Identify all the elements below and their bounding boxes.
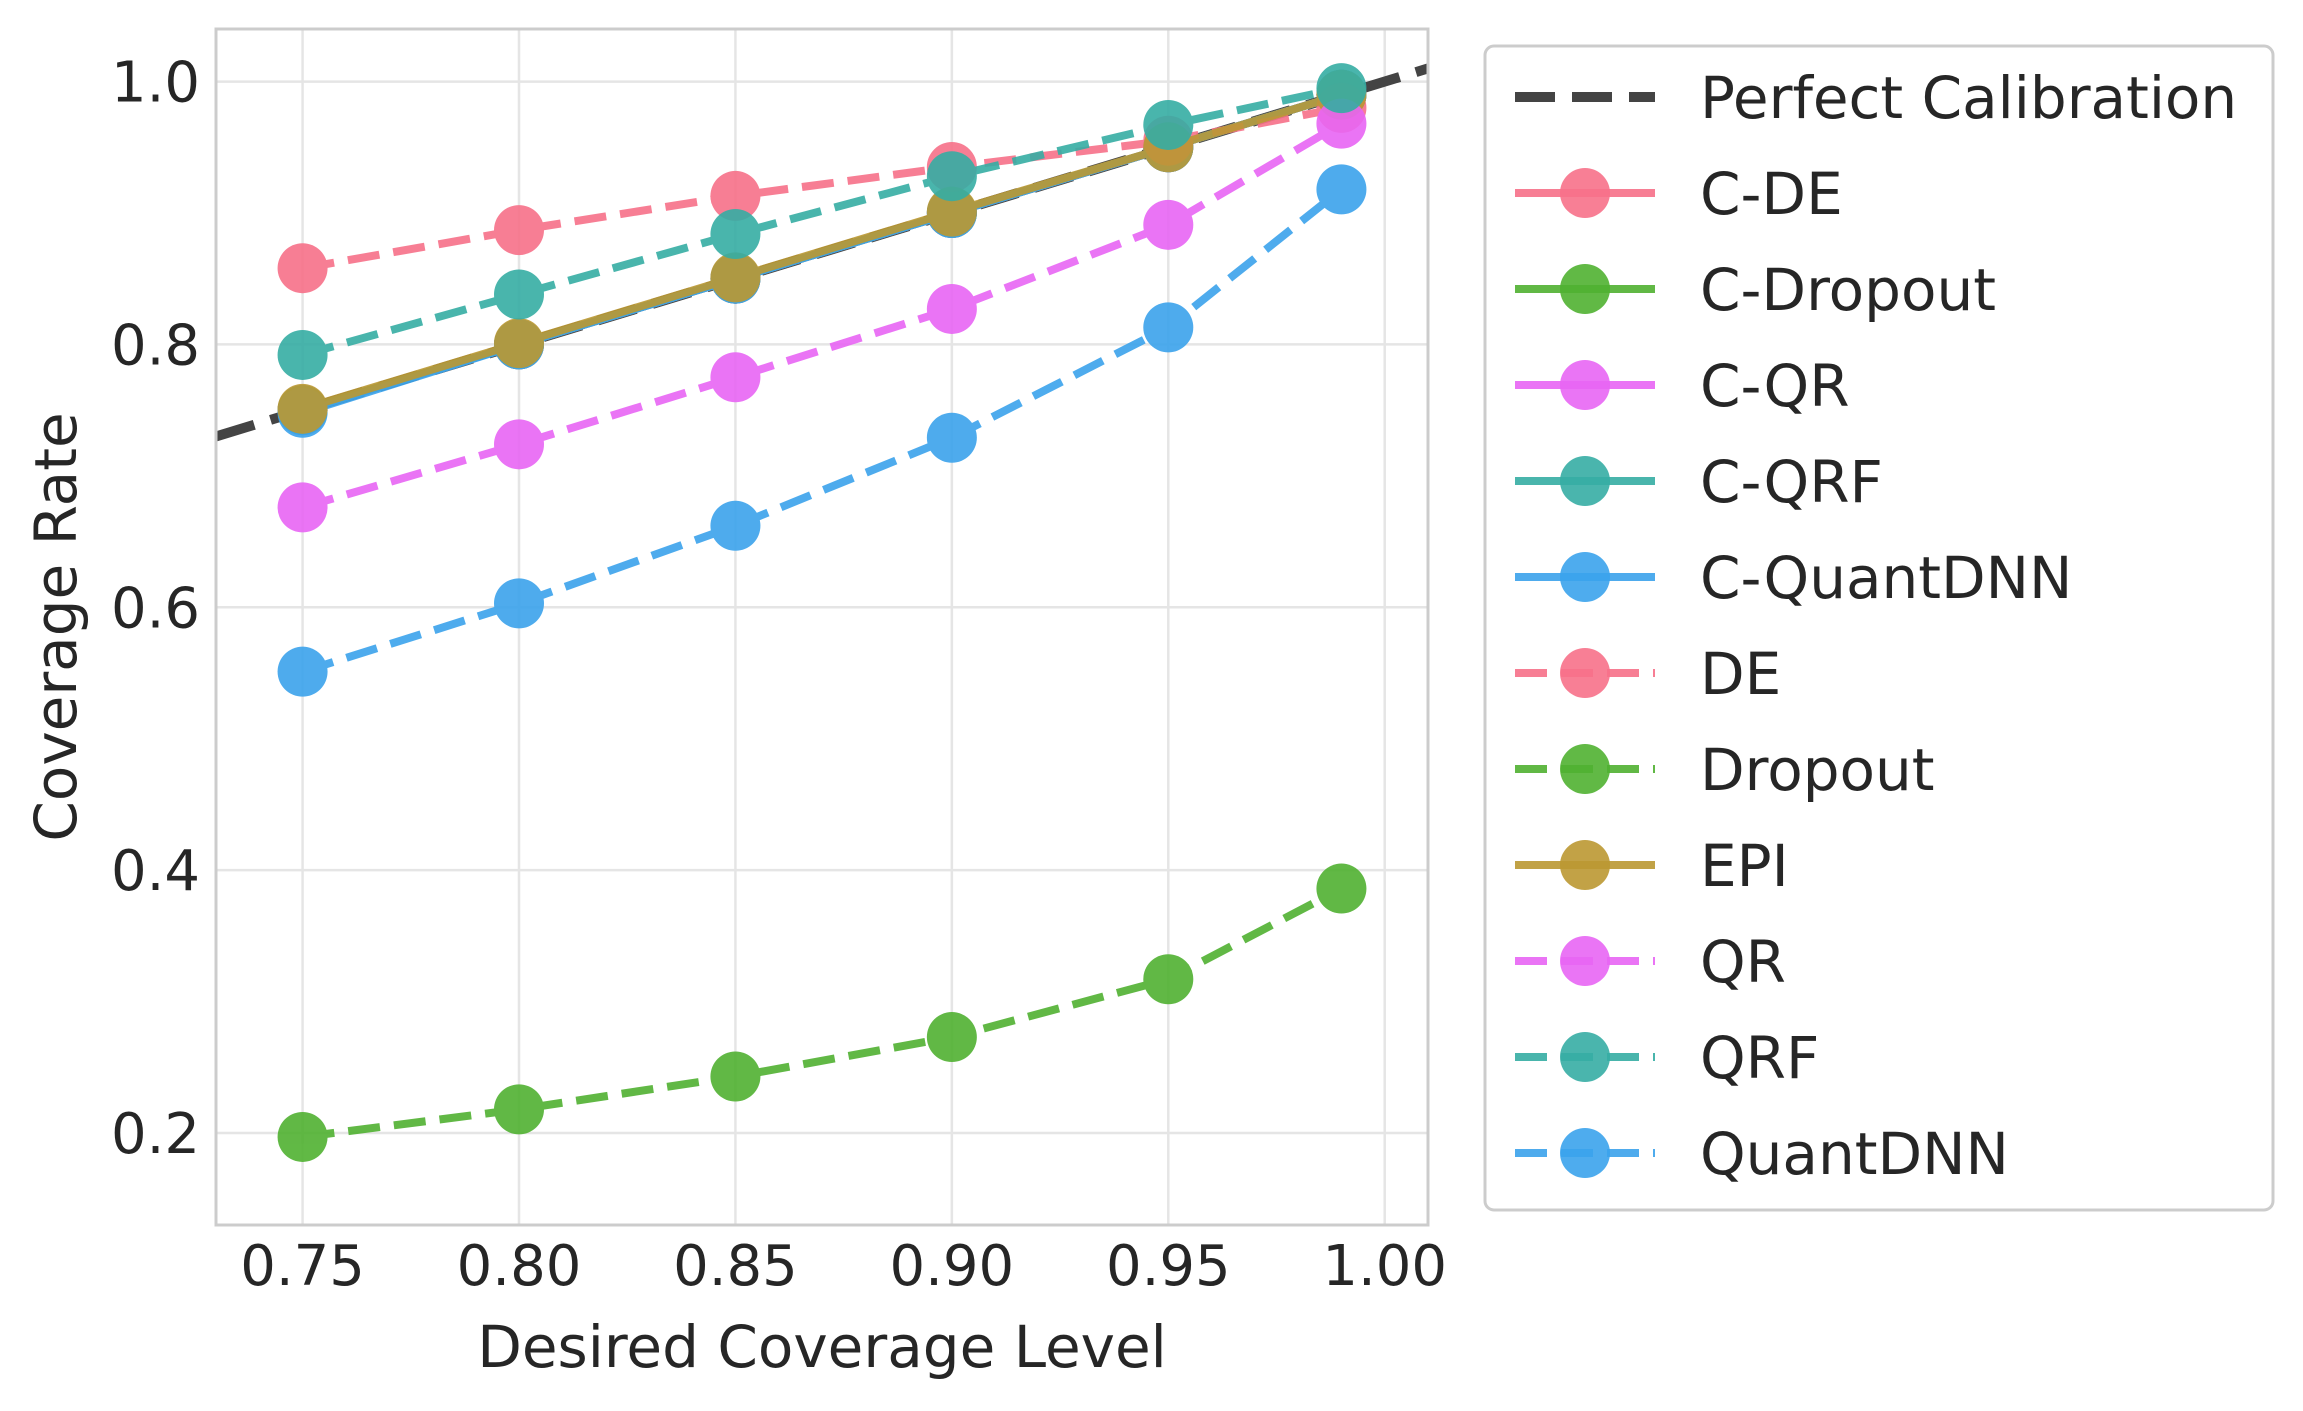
legend-label: C-Dropout bbox=[1700, 256, 1996, 324]
data-point-dropout bbox=[1316, 863, 1367, 914]
x-tick-label: 0.95 bbox=[1106, 1234, 1231, 1299]
data-point-qrf bbox=[926, 151, 977, 202]
y-tick-label: 1.0 bbox=[111, 51, 200, 116]
legend-swatch-marker bbox=[1560, 744, 1610, 794]
legend-swatch-marker bbox=[1560, 360, 1610, 410]
legend-label: Dropout bbox=[1700, 736, 1935, 804]
series-dropout bbox=[277, 863, 1367, 1162]
plot-frame bbox=[214, 27, 1430, 1227]
data-point-de bbox=[494, 205, 544, 256]
legend-label: Perfect Calibration bbox=[1700, 64, 2237, 132]
legend-frame bbox=[1483, 44, 2275, 1212]
data-point-qrf bbox=[1316, 63, 1367, 114]
legend-item-de: DE bbox=[1515, 640, 1781, 708]
data-point-quantdnn bbox=[277, 646, 328, 697]
y-tick-label: 0.8 bbox=[111, 313, 200, 378]
data-point-de bbox=[277, 243, 328, 294]
legend-label: C-DE bbox=[1700, 160, 1843, 228]
y-axis-label: Coverage Rate bbox=[22, 412, 90, 841]
data-point-dropout bbox=[277, 1111, 328, 1162]
x-tick-label: 0.90 bbox=[890, 1234, 1015, 1299]
data-point-qr bbox=[710, 352, 761, 403]
y-tick-label: 0.2 bbox=[111, 1102, 200, 1167]
series-qr bbox=[277, 98, 1367, 533]
data-point-quantdnn bbox=[926, 412, 977, 463]
legend-swatch-marker bbox=[1560, 936, 1610, 986]
legend: Perfect Calibration C-DE C-Dropout C-QR C-QR… bbox=[1483, 44, 2275, 1212]
x-tick-label: 0.85 bbox=[673, 1234, 798, 1299]
legend-swatch-marker bbox=[1560, 648, 1610, 698]
legend-label: C-QRF bbox=[1700, 448, 1883, 516]
series-qrf bbox=[277, 63, 1367, 380]
x-tick-label: 0.80 bbox=[457, 1234, 582, 1299]
data-point-de bbox=[710, 170, 761, 221]
x-tick-labels: 0.75 0.80 0.85 0.90 0.95 1.00 bbox=[240, 1234, 1447, 1299]
series-layer bbox=[277, 63, 1367, 1162]
legend-swatch-marker bbox=[1560, 840, 1610, 890]
data-point-dropout bbox=[710, 1051, 761, 1102]
x-tick-label: 0.75 bbox=[240, 1234, 365, 1299]
legend-item-c-quantdnn: C-QuantDNN bbox=[1515, 544, 2072, 612]
data-point-dropout bbox=[494, 1084, 544, 1135]
data-point-dropout bbox=[926, 1012, 977, 1063]
legend-label: DE bbox=[1700, 640, 1781, 708]
legend-label: C-QR bbox=[1700, 352, 1850, 420]
legend-swatch-marker bbox=[1560, 1128, 1610, 1178]
legend-label: QRF bbox=[1700, 1024, 1819, 1092]
legend-item-epi: EPI bbox=[1515, 832, 1789, 900]
legend-label: QR bbox=[1700, 928, 1786, 996]
legend-label: EPI bbox=[1700, 832, 1789, 900]
legend-swatch-marker bbox=[1560, 1032, 1610, 1082]
legend-item-quantdnn: QuantDNN bbox=[1515, 1120, 2009, 1188]
legend-item-c-qr: C-QR bbox=[1515, 352, 1850, 420]
data-point-qrf bbox=[1143, 99, 1194, 150]
data-point-epi bbox=[926, 186, 977, 237]
x-axis-label: Desired Coverage Level bbox=[477, 1313, 1167, 1381]
legend-swatch-marker bbox=[1560, 552, 1610, 602]
series-line-qrf bbox=[301, 84, 1343, 359]
legend-item-c-dropout: C-Dropout bbox=[1515, 256, 1996, 324]
data-point-dropout bbox=[1143, 954, 1194, 1005]
y-tick-label: 0.4 bbox=[111, 839, 200, 904]
data-point-quantdnn bbox=[1143, 302, 1194, 353]
y-tick-label: 0.6 bbox=[111, 576, 200, 641]
data-point-quantdnn bbox=[1316, 164, 1367, 215]
data-point-quantdnn bbox=[710, 500, 761, 551]
legend-swatch-marker bbox=[1560, 456, 1610, 506]
data-point-epi bbox=[494, 318, 544, 369]
data-point-qr bbox=[494, 419, 544, 470]
legend-label: C-QuantDNN bbox=[1700, 544, 2072, 612]
data-point-epi bbox=[710, 252, 761, 303]
data-point-qrf bbox=[710, 209, 761, 260]
legend-items: Perfect Calibration C-DE C-Dropout C-QR C-QR… bbox=[1515, 64, 2237, 1188]
series-line-qr bbox=[301, 120, 1344, 512]
data-point-epi bbox=[277, 383, 328, 434]
legend-item-qrf: QRF bbox=[1515, 1024, 1819, 1092]
legend-label: QuantDNN bbox=[1700, 1120, 2009, 1188]
series-line-quantdnn bbox=[301, 186, 1344, 676]
legend-item-c-de: C-DE bbox=[1515, 160, 1843, 228]
data-point-qrf bbox=[494, 269, 544, 320]
legend-item-qr: QR bbox=[1515, 928, 1786, 996]
legend-item-dropout: Dropout bbox=[1515, 736, 1935, 804]
data-point-qr bbox=[926, 283, 977, 334]
series-quantdnn bbox=[277, 164, 1367, 697]
legend-swatch-marker bbox=[1560, 264, 1610, 314]
x-tick-label: 1.00 bbox=[1322, 1234, 1447, 1299]
data-point-qr bbox=[1316, 98, 1367, 149]
legend-item-perfect-calibration: Perfect Calibration bbox=[1515, 64, 2237, 132]
data-point-quantdnn bbox=[494, 578, 544, 629]
series-line-epi bbox=[301, 90, 1343, 413]
data-point-qr bbox=[277, 482, 328, 533]
legend-item-c-qrf: C-QRF bbox=[1515, 448, 1883, 516]
y-tick-labels: 0.2 0.4 0.6 0.8 1.0 bbox=[111, 51, 200, 1167]
data-point-qrf bbox=[277, 329, 328, 380]
data-point-qr bbox=[1143, 199, 1194, 250]
legend-swatch-marker bbox=[1560, 168, 1610, 218]
